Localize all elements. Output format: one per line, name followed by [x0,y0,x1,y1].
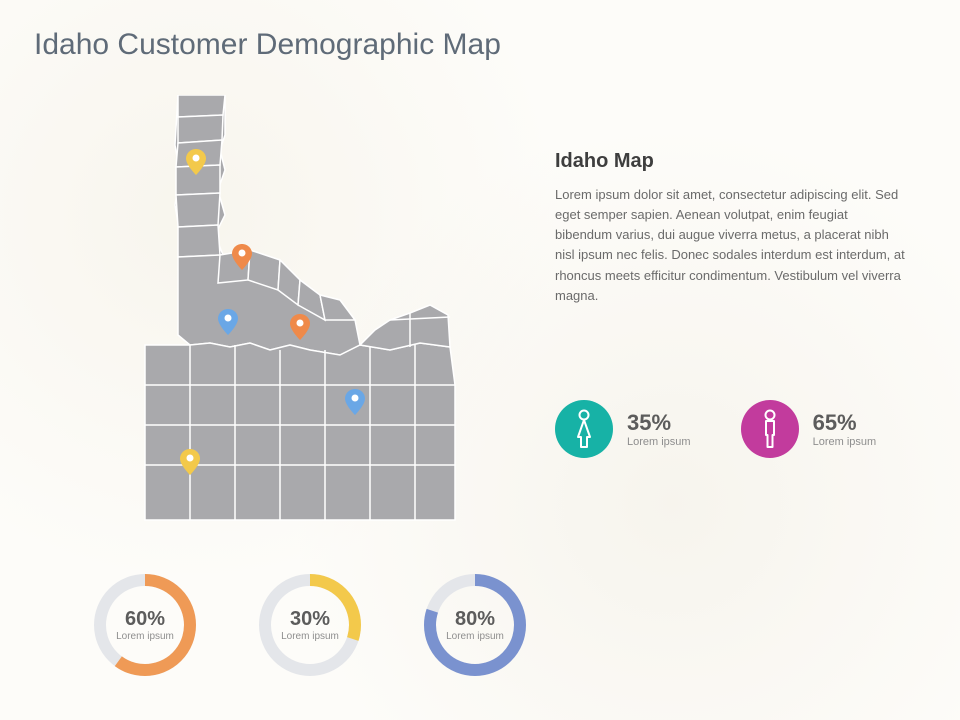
map-pin-3 [290,314,310,340]
demographic-pct: 35% [627,410,691,436]
gauge-sub: Lorem ipsum [281,631,339,642]
demographic-male: 65% Lorem ipsum [741,400,877,458]
side-panel: Idaho Map Lorem ipsum dolor sit amet, co… [555,150,905,306]
map-pin-2 [218,309,238,335]
map-pin-1 [232,244,252,270]
demographics-row: 35% Lorem ipsum 65% Lorem ipsum [555,400,876,458]
gauge-1: 30% Lorem ipsum [255,570,365,680]
male-icon [741,400,799,458]
gauge-pct: 30% [290,608,330,631]
map-pin-5 [180,449,200,475]
side-body: Lorem ipsum dolor sit amet, consectetur … [555,185,905,306]
gauge-0: 60% Lorem ipsum [90,570,200,680]
gauge-sub: Lorem ipsum [116,631,174,642]
gauge-sub: Lorem ipsum [446,631,504,642]
idaho-map [130,95,470,525]
gauge-pct: 60% [125,608,165,631]
demographic-sub: Lorem ipsum [813,436,877,448]
demographic-sub: Lorem ipsum [627,436,691,448]
side-title: Idaho Map [555,150,905,173]
gauge-2: 80% Lorem ipsum [420,570,530,680]
gauge-pct: 80% [455,608,495,631]
gauges-row: 60% Lorem ipsum 30% Lorem ipsum 80% Lore… [90,570,530,680]
page-title: Idaho Customer Demographic Map [34,28,501,62]
demographic-female: 35% Lorem ipsum [555,400,691,458]
map-pin-0 [186,149,206,175]
demographic-pct: 65% [813,410,877,436]
female-icon [555,400,613,458]
map-pin-4 [345,389,365,415]
